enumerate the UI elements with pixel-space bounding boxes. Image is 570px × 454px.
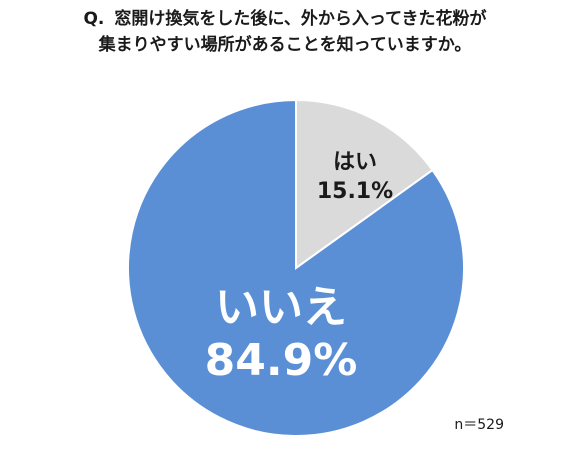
slice-label-yes: はい — [333, 150, 377, 175]
question-prefix: Q. — [83, 9, 105, 29]
pie-slice-yes — [295, 98, 434, 270]
sample-size: n＝529 — [454, 417, 504, 433]
question-text: Q. 窓開け換気をした後に、外から入ってきた花粉が 集まりやすい場所があることを知… — [0, 6, 570, 58]
pie-slice-no — [127, 98, 465, 437]
slice-value-yes: 15.1% — [317, 179, 393, 204]
slice-value-no: 84.9% — [205, 335, 358, 386]
question-line-1: Q. 窓開け換気をした後に、外から入ってきた花粉が — [0, 6, 570, 32]
question-line-2: 集まりやすい場所があることを知っていますか。 — [98, 35, 472, 55]
slice-label-no: いいえ — [215, 282, 347, 333]
question-line-1-text: 窓開け換気をした後に、外から入ってきた花粉が — [114, 9, 487, 29]
